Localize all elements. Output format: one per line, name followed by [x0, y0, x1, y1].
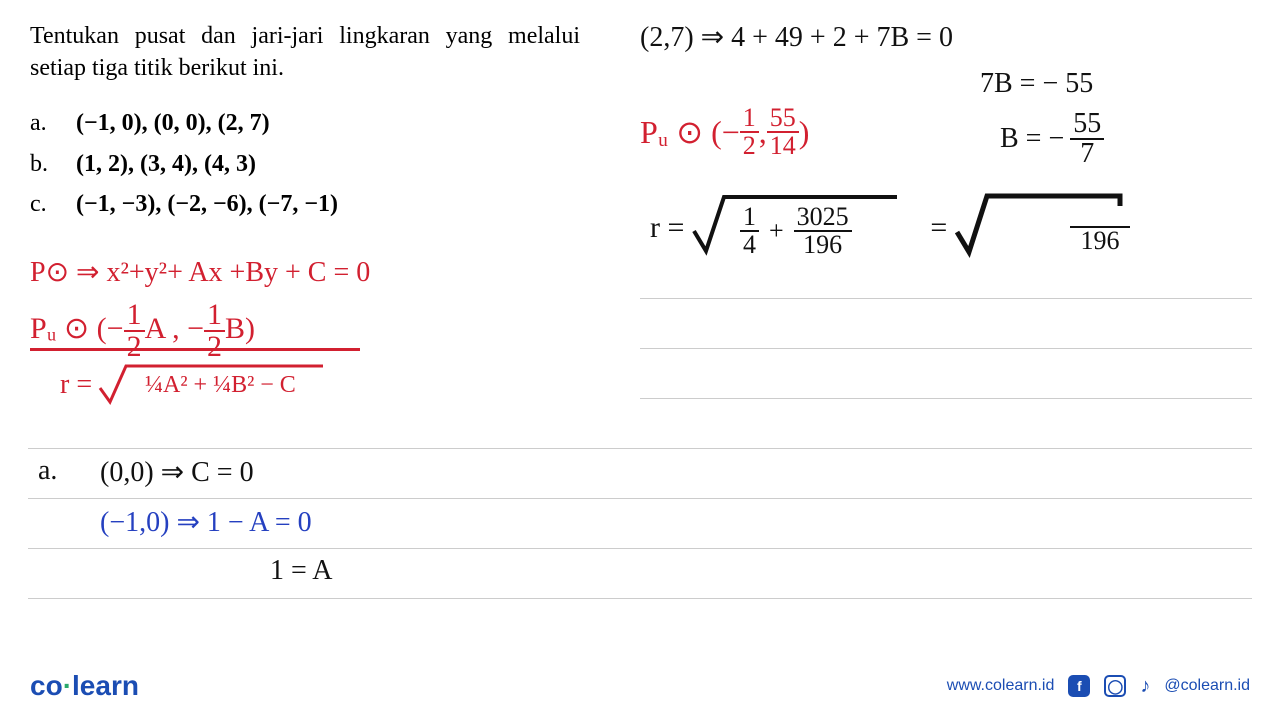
red-pu-result: Pᵤ ⊙ (− 12 , 5514 ) [640, 105, 809, 159]
right-step1: (2,7) ⇒ 4 + 49 + 2 + 7B = 0 [640, 20, 953, 54]
footer: co·learn www.colearn.id f ◯ ♪ @colearn.i… [30, 670, 1250, 702]
instagram-icon: ◯ [1104, 675, 1126, 697]
option-points-a: (−1, 0), (0, 0), (2, 7) [76, 103, 270, 144]
logo: co·learn [30, 670, 139, 702]
ruled-line [28, 498, 1252, 499]
red-formula-center-underline [30, 348, 360, 351]
option-label-b: b. [30, 144, 56, 185]
ruled-line [640, 398, 1252, 399]
part-a-step3: 1 = A [270, 555, 332, 587]
logo-co: co [30, 670, 63, 701]
red-r-radicand: ¼A² + ¼B² − C [145, 372, 296, 399]
ruled-line [640, 298, 1252, 299]
logo-dot-icon: · [63, 670, 72, 701]
ruled-line [28, 548, 1252, 549]
footer-url: www.colearn.id [947, 677, 1055, 695]
ruled-line [640, 348, 1252, 349]
r-calc: r = 14 + 3025196 = 196 [650, 190, 1125, 265]
option-points-b: (1, 2), (3, 4), (4, 3) [76, 144, 256, 185]
question-text: Tentukan pusat dan jari-jari lingkaran y… [30, 20, 580, 85]
part-a-step1: (0,0) ⇒ C = 0 [100, 455, 254, 489]
facebook-icon: f [1068, 675, 1090, 697]
right-step2: 7B = − 55 [980, 68, 1093, 100]
option-label-a: a. [30, 103, 56, 144]
red-formula-center: Pᵤ ⊙ (−12A , −12B) [30, 300, 255, 362]
footer-handle: @colearn.id [1164, 677, 1250, 695]
ruled-line [28, 448, 1252, 449]
part-a-step2: (−1,0) ⇒ 1 − A = 0 [100, 505, 312, 539]
option-points-c: (−1, −3), (−2, −6), (−7, −1) [76, 184, 338, 225]
logo-learn: learn [72, 670, 139, 701]
r-calc-equals: = [930, 211, 947, 245]
red-formula-radius: r = ¼A² + ¼B² − C [60, 360, 328, 410]
red-formula-circle-eq: P⊙ ⇒ x²+y²+ Ax +By + C = 0 [30, 255, 370, 289]
footer-right: www.colearn.id f ◯ ♪ @colearn.id [947, 675, 1250, 698]
right-step3: B = − 557 [1000, 110, 1104, 168]
r-eq-label: r = [650, 211, 684, 245]
tiktok-icon: ♪ [1140, 675, 1150, 698]
option-label-c: c. [30, 184, 56, 225]
red-r-eq: r = [60, 369, 92, 401]
part-a-label: a. [38, 455, 57, 487]
ruled-line [28, 598, 1252, 599]
page-root: Tentukan pusat dan jari-jari lingkaran y… [0, 0, 1280, 720]
